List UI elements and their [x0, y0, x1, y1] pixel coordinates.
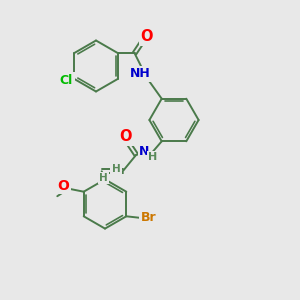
Text: O: O [140, 29, 153, 44]
Text: H: H [148, 152, 157, 162]
Text: O: O [57, 179, 69, 193]
Text: H: H [112, 164, 121, 174]
Text: O: O [119, 129, 132, 144]
Text: H: H [99, 173, 108, 183]
Text: Br: Br [140, 211, 156, 224]
Text: Cl: Cl [60, 74, 73, 87]
Text: NH: NH [130, 67, 151, 80]
Text: N: N [139, 145, 149, 158]
